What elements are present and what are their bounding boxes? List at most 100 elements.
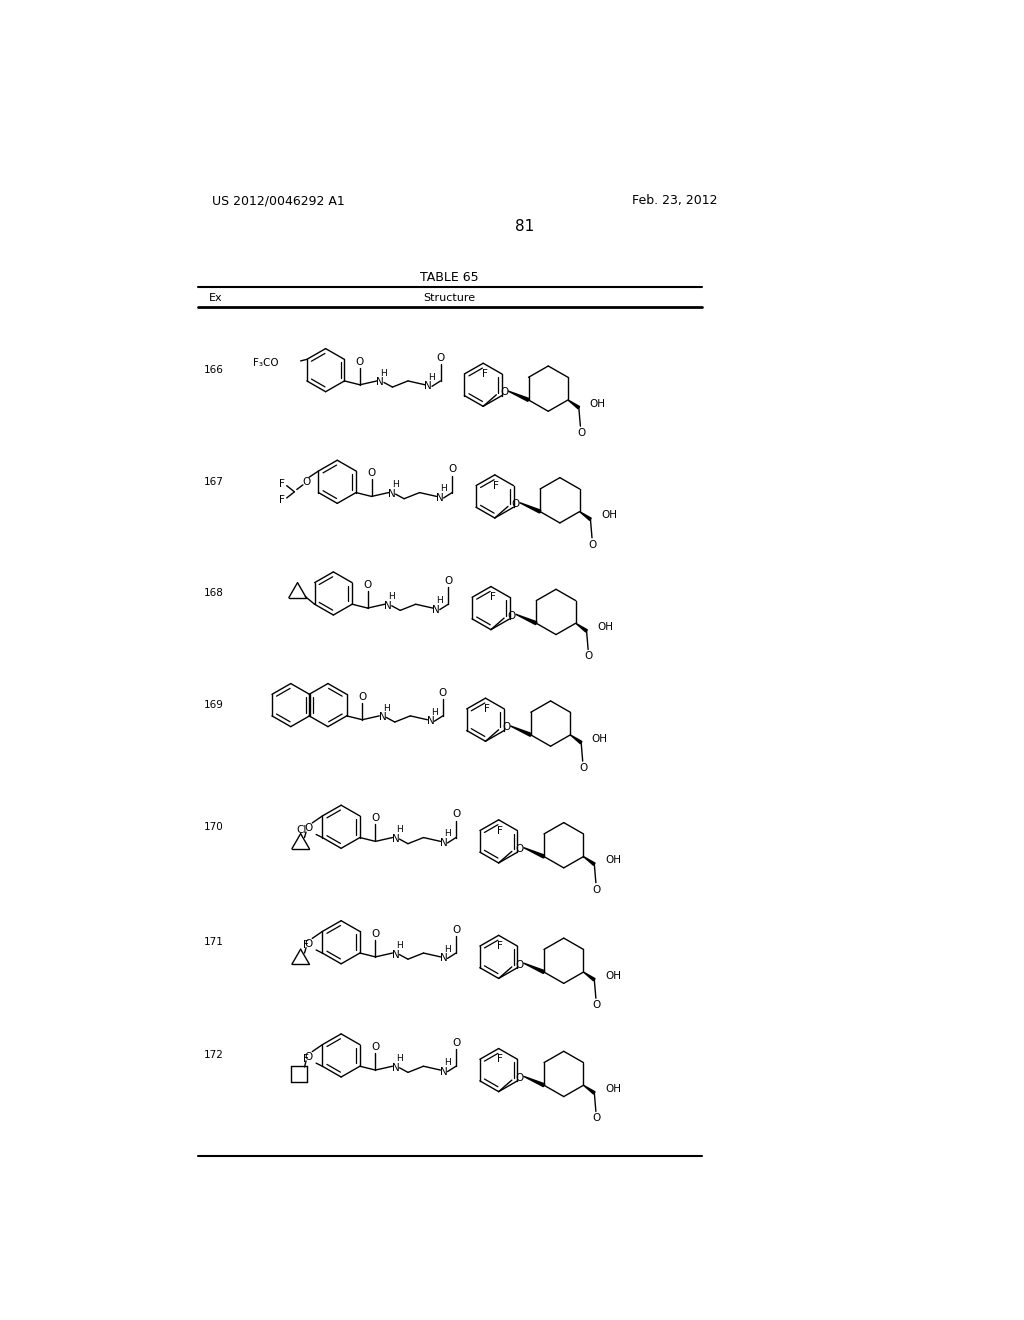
Text: O: O bbox=[372, 813, 380, 824]
Text: 169: 169 bbox=[204, 700, 224, 710]
Polygon shape bbox=[584, 1085, 595, 1094]
Text: H: H bbox=[381, 368, 387, 378]
Text: 167: 167 bbox=[204, 477, 224, 487]
Polygon shape bbox=[568, 400, 580, 409]
Text: OH: OH bbox=[605, 972, 621, 981]
Polygon shape bbox=[523, 1076, 545, 1086]
Polygon shape bbox=[584, 972, 595, 981]
Text: F: F bbox=[302, 940, 308, 950]
Text: F: F bbox=[280, 479, 285, 490]
Text: 166: 166 bbox=[204, 366, 224, 375]
Text: N: N bbox=[439, 838, 447, 847]
Text: N: N bbox=[432, 605, 439, 615]
Text: N: N bbox=[392, 834, 399, 843]
Text: OH: OH bbox=[597, 622, 613, 632]
Text: H: H bbox=[429, 372, 435, 381]
Text: 81: 81 bbox=[515, 219, 535, 234]
Text: 171: 171 bbox=[204, 937, 224, 948]
Text: H: H bbox=[396, 1055, 402, 1063]
Text: O: O bbox=[372, 1041, 380, 1052]
Text: N: N bbox=[392, 949, 399, 960]
Text: O: O bbox=[502, 722, 511, 733]
Text: OH: OH bbox=[605, 855, 621, 866]
Text: TABLE 65: TABLE 65 bbox=[420, 271, 479, 284]
Text: O: O bbox=[578, 428, 586, 438]
Text: H: H bbox=[436, 595, 443, 605]
Text: F: F bbox=[498, 825, 503, 836]
Polygon shape bbox=[510, 726, 531, 737]
Text: H: H bbox=[383, 704, 390, 713]
Text: F: F bbox=[498, 941, 503, 952]
Text: F: F bbox=[280, 495, 285, 504]
Text: H: H bbox=[431, 708, 437, 717]
Text: F: F bbox=[481, 370, 487, 379]
Text: O: O bbox=[368, 469, 376, 478]
Text: O: O bbox=[593, 1113, 601, 1123]
Text: O: O bbox=[515, 960, 523, 970]
Text: N: N bbox=[376, 378, 384, 388]
Text: O: O bbox=[585, 651, 593, 661]
Polygon shape bbox=[516, 614, 537, 624]
Text: N: N bbox=[427, 717, 434, 726]
Polygon shape bbox=[584, 857, 595, 866]
Text: H: H bbox=[444, 1057, 451, 1067]
Text: O: O bbox=[580, 763, 588, 774]
Text: N: N bbox=[439, 1067, 447, 1077]
Text: Feb. 23, 2012: Feb. 23, 2012 bbox=[632, 194, 717, 207]
Text: O: O bbox=[304, 939, 312, 949]
Text: H: H bbox=[444, 829, 451, 838]
Text: 172: 172 bbox=[204, 1051, 224, 1060]
Polygon shape bbox=[523, 847, 545, 858]
Text: O: O bbox=[589, 540, 597, 549]
Text: O: O bbox=[593, 884, 601, 895]
Text: O: O bbox=[436, 352, 444, 363]
Text: H: H bbox=[392, 480, 399, 490]
Text: N: N bbox=[384, 601, 392, 611]
Text: H: H bbox=[388, 593, 395, 601]
Text: Ex: Ex bbox=[209, 293, 223, 302]
Polygon shape bbox=[519, 503, 541, 513]
Text: O: O bbox=[500, 388, 508, 397]
Text: O: O bbox=[515, 843, 523, 854]
Text: O: O bbox=[449, 465, 457, 474]
Text: OH: OH bbox=[592, 734, 608, 743]
Text: F: F bbox=[494, 480, 500, 491]
Text: N: N bbox=[379, 713, 386, 722]
Text: O: O bbox=[452, 1038, 460, 1048]
Text: O: O bbox=[452, 925, 460, 935]
Text: H: H bbox=[396, 941, 402, 950]
Text: OH: OH bbox=[601, 511, 617, 520]
Text: F: F bbox=[498, 1055, 503, 1064]
Text: O: O bbox=[452, 809, 460, 820]
Text: N: N bbox=[388, 490, 395, 499]
Text: 170: 170 bbox=[204, 822, 223, 832]
Polygon shape bbox=[508, 391, 529, 401]
Text: O: O bbox=[444, 576, 453, 586]
Text: N: N bbox=[424, 381, 432, 391]
Polygon shape bbox=[575, 623, 588, 632]
Text: N: N bbox=[439, 953, 447, 964]
Text: O: O bbox=[515, 1073, 523, 1082]
Text: O: O bbox=[438, 688, 446, 698]
Text: OH: OH bbox=[590, 399, 605, 409]
Text: N: N bbox=[436, 492, 443, 503]
Text: O: O bbox=[304, 824, 312, 833]
Text: O: O bbox=[512, 499, 520, 510]
Text: OH: OH bbox=[605, 1084, 621, 1094]
Polygon shape bbox=[580, 512, 591, 520]
Text: F: F bbox=[302, 1053, 308, 1064]
Text: O: O bbox=[364, 579, 372, 590]
Text: O: O bbox=[593, 1001, 601, 1010]
Text: US 2012/0046292 A1: US 2012/0046292 A1 bbox=[212, 194, 344, 207]
Text: O: O bbox=[358, 692, 367, 702]
Text: F: F bbox=[489, 593, 496, 602]
Text: 168: 168 bbox=[204, 589, 224, 598]
Text: O: O bbox=[304, 1052, 312, 1063]
Text: O: O bbox=[355, 356, 365, 367]
Text: H: H bbox=[440, 484, 447, 494]
Text: Cl: Cl bbox=[297, 825, 307, 834]
Text: O: O bbox=[372, 929, 380, 939]
Polygon shape bbox=[523, 964, 545, 973]
Text: O: O bbox=[508, 611, 516, 620]
Text: H: H bbox=[396, 825, 402, 834]
